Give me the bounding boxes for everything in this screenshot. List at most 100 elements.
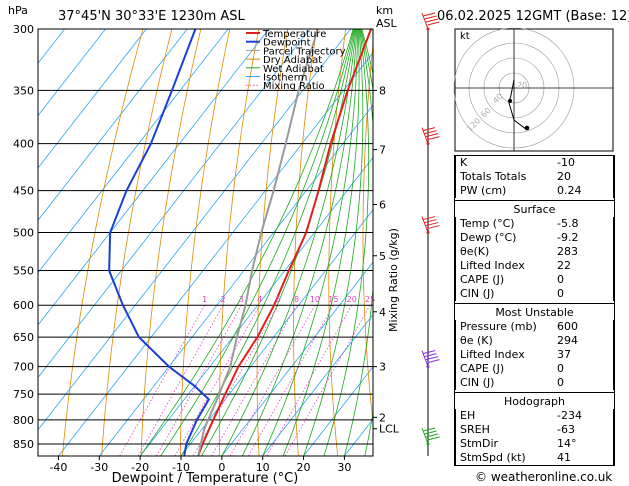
mixing-ratio-line [248,305,334,456]
pressure-tick-label: 800 [13,414,34,427]
temperature-line [197,29,372,456]
hodograph-frame [454,28,614,152]
wet-adiabat-line [344,29,373,456]
index-row: CIN (J) 0 [455,376,614,390]
index-value: 22 [557,259,571,272]
index-name: Pressure (mb) [460,320,537,333]
legend-label: Parcel Trajectory [263,46,346,57]
index-name: θe(K) [460,245,490,258]
date-title: 06.02.2025 12GMT (Base: 12) [437,9,629,24]
temperature-tick-label: 0 [218,461,225,474]
isotherm-line [303,366,373,456]
index-row: CAPE (J) 0 [455,273,614,287]
isotherm-line [38,29,229,274]
index-value: 20 [557,170,571,183]
pressure-tick-label: 450 [13,185,34,198]
isotherm-line [38,29,106,117]
pressure-tick-label: 400 [13,138,34,151]
surface-section: Surface Temp (°C) -5.8 Dewp (°C) -9.2 θe(K) 2… [455,200,614,301]
index-row: Totals Totals 20 [455,170,614,184]
index-value: -9.2 [557,231,579,244]
wet-adiabat-line [160,29,355,456]
temperature-tick-label: -30 [90,461,108,474]
hodograph-trace [508,79,528,131]
index-value: 283 [557,245,578,258]
index-name: Lifted Index [460,348,525,361]
index-name: θe (K) [460,334,493,347]
isotherm-line [38,29,351,431]
mixing-ratio-label: 1 [202,295,207,304]
temperature-tick-label: 30 [337,461,351,474]
index-value: 0 [557,376,564,389]
index-row: CAPE (J) 0 [455,362,614,376]
km-tick-label: 7 [379,144,386,157]
mixing-ratio-label: 25 [365,295,375,304]
index-name: CAPE (J) [460,362,505,375]
km-tick-label: 8 [379,84,386,97]
index-value: 37 [557,348,571,361]
mixing-ratio-line [229,305,316,456]
most-unstable-title: Most Unstable [495,306,574,319]
index-value: 0 [557,362,564,375]
mixing-ratio-line [137,305,224,456]
isotherm-line [262,313,373,456]
index-row: Lifted Index 37 [455,348,614,362]
x-axis-title: Dewpoint / Temperature (°C) [112,471,299,486]
pressure-tick-label: 650 [13,331,34,344]
legend-label: Wet Adiabat [263,64,324,75]
index-name: PW (cm) [460,184,507,197]
legend-label: Isotherm [263,73,307,84]
km-tick-label: 5 [379,250,386,263]
pressure-tick-label: 350 [13,84,34,97]
index-row: θe (K) 294 [455,334,614,348]
pressure-tick-label: 500 [13,227,34,240]
wet-adiabat-line [282,29,360,456]
isotherm-line [58,52,373,456]
index-row: θe(K) 283 [455,245,614,259]
mixing-ratio-line [119,305,205,456]
mixing-ratio-label: 3 [239,295,244,304]
mixing-ratio-label: 4 [257,295,262,304]
km-label: km [376,4,393,17]
index-row: Dewp (°C) -9.2 [455,231,614,245]
hodograph-point [524,125,530,131]
index-value: 0.24 [557,184,582,197]
mixing-ratio-line [266,305,353,456]
mixing-ratio-label: 15 [328,295,338,304]
index-name: StmSpd (kt) [460,451,526,464]
location-title: 37°45'N 30°33'E 1230m ASL [58,9,246,24]
km-tick-label: 6 [379,198,386,211]
isotherm-line [38,29,188,221]
wet-adiabat-line [201,29,356,456]
wind-barb [421,12,440,30]
km-tick-label: LCL [379,423,400,436]
index-name: CIN (J) [460,376,495,389]
legend-label: Mixing Ratio [263,81,325,92]
isotherm-line [38,29,311,379]
index-value: 0 [557,287,564,300]
dry-adiabat-line [256,29,289,456]
isotherm-line [180,209,373,456]
isotherm-line [98,104,373,456]
index-row: EH -234 [455,409,614,423]
wind-barb [421,216,440,233]
pressure-tick-label: 550 [13,265,34,278]
dry-adiabat-line [101,29,173,456]
hodograph-ring-label-1: 20 [517,81,527,90]
wet-adiabat-line [262,29,358,456]
legend-label: Dewpoint [263,38,311,49]
pressure-tick-label: 600 [13,299,34,312]
isotherm-line [139,156,373,456]
index-name: CIN (J) [460,287,495,300]
index-name: SREH [460,423,490,436]
dry-adiabat-line [179,29,231,456]
km-tick-label: 3 [379,361,386,374]
wet-adiabat-line [221,29,357,456]
isotherm-line [38,29,270,326]
temperature-tick-label: -40 [49,461,67,474]
dry-adiabat-line [61,29,144,456]
pressure-tick-label: 850 [13,438,34,451]
mixing-ratio-axis-title: Mixing Ratio (g/kg) [387,228,400,332]
index-name: Temp (°C) [460,217,515,230]
